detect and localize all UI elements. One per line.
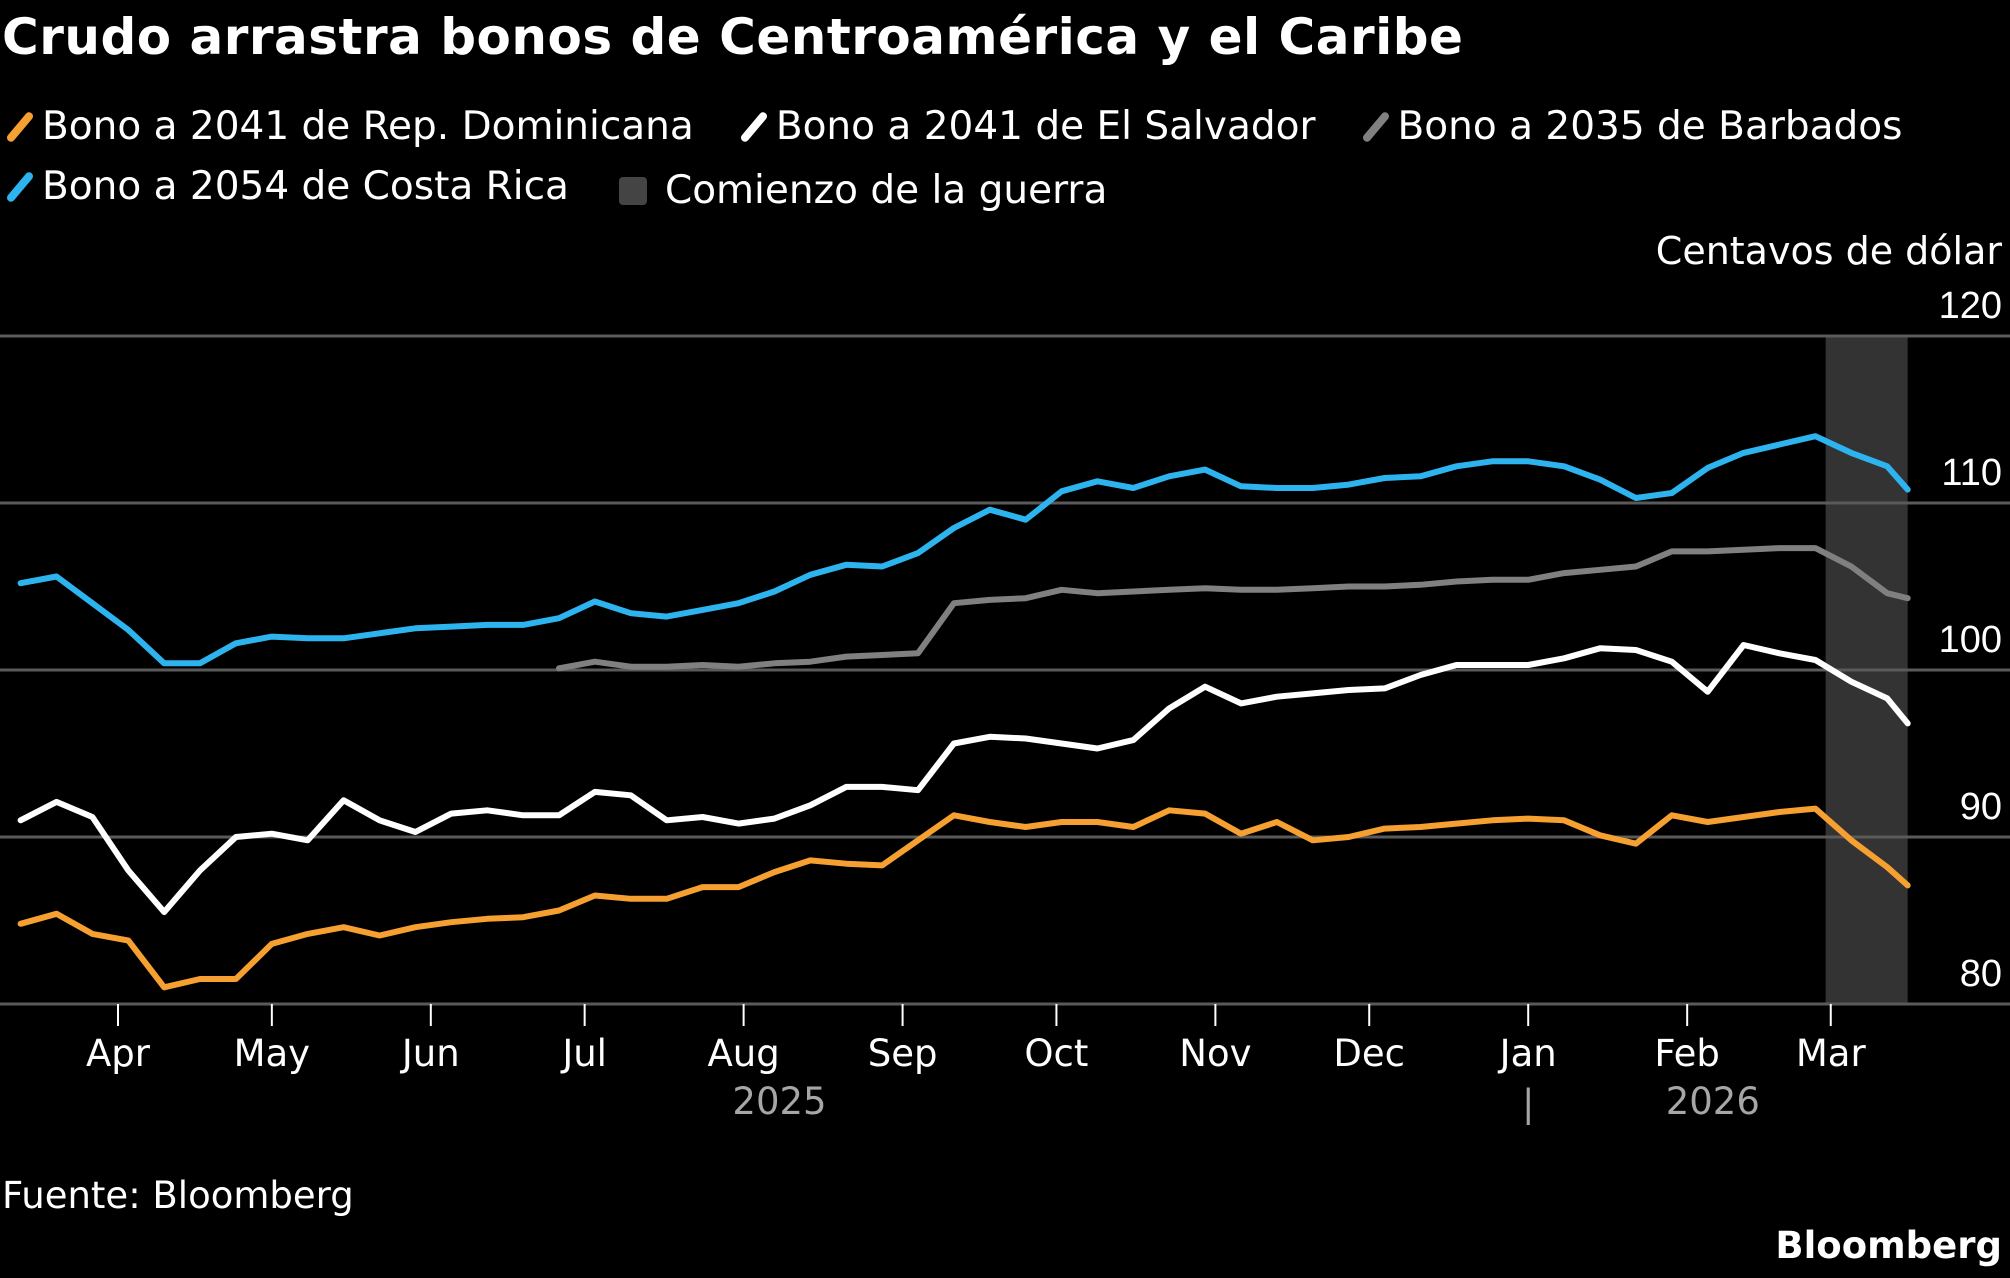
- x-tick-label: Apr: [86, 1032, 151, 1075]
- year-label: 2025: [732, 1080, 826, 1123]
- x-tick-label: Jun: [400, 1032, 460, 1075]
- x-tick-label: Feb: [1654, 1032, 1720, 1075]
- series-line-salvador: [17, 642, 1911, 916]
- y-tick-label: 110: [1941, 452, 2002, 494]
- series-line-barbados: [556, 545, 1911, 672]
- x-tick-label: Jan: [1498, 1032, 1557, 1075]
- y-tick-label: 100: [1939, 619, 2002, 661]
- series-line-dominicana: [17, 805, 1911, 991]
- legend-item-costarica: Bono a 2054 de Costa Rica: [4, 160, 569, 214]
- square-icon: [618, 177, 647, 205]
- legend-label: Bono a 2054 de Costa Rica: [42, 164, 569, 209]
- year-separator: |: [1522, 1082, 1534, 1125]
- y-tick-label: 120: [1939, 285, 2002, 327]
- source-note: Fuente: Bloomberg: [2, 1174, 354, 1217]
- x-tick-label: Nov: [1179, 1032, 1251, 1075]
- legend-item-barbados: Bono a 2035 de Barbados: [1360, 100, 1903, 154]
- x-tick-label: Sep: [868, 1032, 938, 1075]
- legend-label: Bono a 2035 de Barbados: [1397, 104, 1903, 149]
- y-axis-label: Centavos de dólar: [1656, 229, 2003, 273]
- x-tick-label: Aug: [707, 1032, 779, 1075]
- y-tick-label: 90: [1960, 786, 2002, 828]
- year-label: 2026: [1666, 1080, 1760, 1123]
- x-tick-label: Oct: [1024, 1032, 1088, 1075]
- y-tick-label: 80: [1960, 953, 2002, 995]
- x-tick-label: Mar: [1796, 1032, 1867, 1075]
- x-tick-label: Dec: [1333, 1032, 1405, 1075]
- bloomberg-logo: Bloomberg: [1775, 1224, 2002, 1267]
- x-tick-label: Jul: [560, 1032, 607, 1075]
- chart-title: Crudo arrastra bonos de Centroamérica y …: [2, 8, 1464, 66]
- legend: Bono a 2041 de Rep. Dominicana Bono a 204…: [4, 100, 2004, 220]
- legend-item-salvador: Bono a 2041 de El Salvador: [738, 100, 1316, 154]
- series-line-costarica: [17, 433, 1911, 667]
- legend-label: Comienzo de la guerra: [664, 168, 1108, 213]
- legend-item-war: Comienzo de la guerra: [613, 164, 1107, 218]
- legend-label: Bono a 2041 de Rep. Dominicana: [42, 104, 694, 149]
- x-tick-label: May: [234, 1032, 311, 1075]
- legend-label: Bono a 2041 de El Salvador: [775, 104, 1316, 149]
- legend-item-dominicana: Bono a 2041 de Rep. Dominicana: [4, 100, 694, 154]
